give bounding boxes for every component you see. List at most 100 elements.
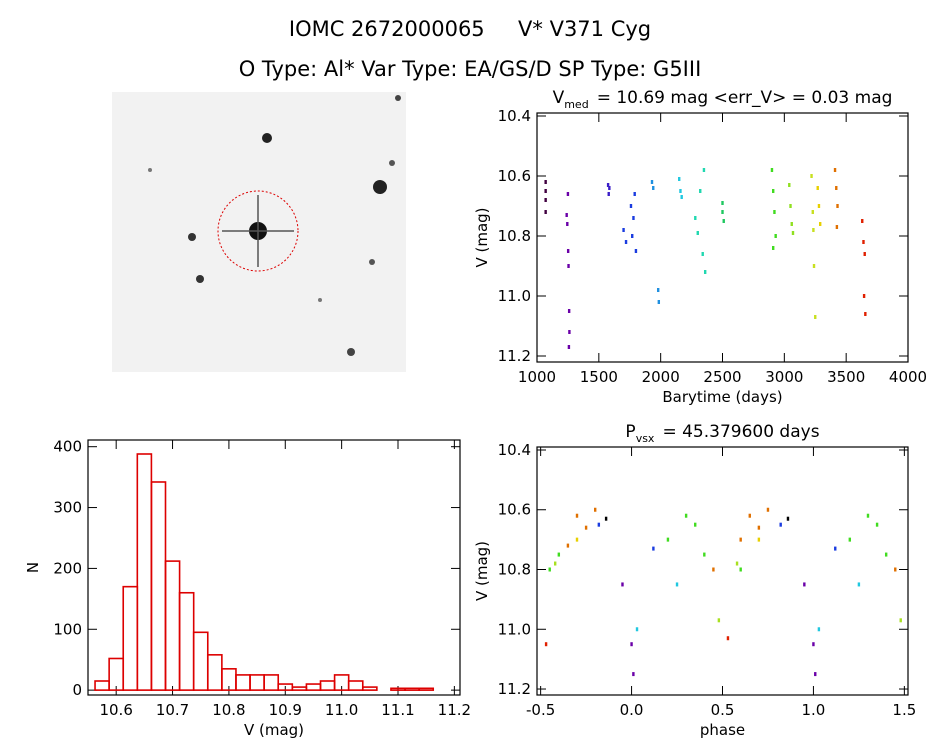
x-tick-label: 1.5 bbox=[892, 701, 916, 719]
data-point bbox=[575, 513, 579, 518]
x-tick-label: 1000 bbox=[518, 368, 556, 386]
data-point bbox=[835, 186, 838, 190]
x-tick-label: 10.9 bbox=[269, 701, 302, 719]
data-point bbox=[567, 264, 570, 268]
sky-image bbox=[112, 92, 406, 372]
data-point bbox=[739, 567, 742, 572]
data-point bbox=[803, 582, 806, 587]
x-tick-label: 2000 bbox=[642, 368, 680, 386]
data-point bbox=[607, 192, 610, 196]
data-point bbox=[817, 627, 821, 632]
y-tick-label: 0 bbox=[72, 681, 82, 699]
star bbox=[369, 259, 375, 265]
data-point bbox=[694, 522, 697, 527]
data-point bbox=[566, 192, 570, 196]
data-point bbox=[863, 252, 866, 256]
data-point bbox=[566, 249, 570, 253]
data-point bbox=[650, 180, 654, 184]
y-tick-label: 300 bbox=[53, 499, 82, 517]
data-point bbox=[712, 567, 715, 572]
data-point bbox=[814, 672, 817, 677]
data-point bbox=[703, 270, 707, 274]
star bbox=[262, 133, 272, 143]
data-point bbox=[835, 225, 839, 229]
data-point bbox=[679, 189, 682, 193]
figure-subtitle: O Type: Al* Var Type: EA/GS/D SP Type: G… bbox=[239, 57, 702, 81]
x-tick-label: 3500 bbox=[827, 368, 865, 386]
data-point bbox=[788, 183, 791, 187]
title-rest: = 10.69 mag <err_V> = 0.03 mag bbox=[597, 88, 893, 108]
y-tick-label: 100 bbox=[53, 620, 82, 638]
data-point bbox=[739, 537, 742, 542]
y-tick-label: 11.0 bbox=[498, 287, 531, 305]
chart-title: Pvsx = 45.379600 days bbox=[625, 422, 819, 445]
x-tick-label: 1.0 bbox=[802, 701, 826, 719]
data-point bbox=[631, 234, 634, 238]
data-point bbox=[818, 222, 822, 226]
x-tick-label: 10.6 bbox=[99, 701, 132, 719]
data-point bbox=[726, 636, 730, 641]
data-point bbox=[544, 189, 547, 193]
data-point bbox=[675, 582, 679, 587]
plot-frame bbox=[87, 439, 461, 696]
data-point bbox=[899, 618, 902, 623]
data-point bbox=[748, 513, 751, 518]
data-point bbox=[666, 537, 670, 542]
data-point bbox=[717, 618, 721, 623]
y-tick-label: 11.2 bbox=[498, 680, 531, 698]
star bbox=[196, 275, 204, 283]
data-point bbox=[567, 345, 571, 349]
data-point bbox=[678, 177, 681, 181]
y-tick-label: 11.2 bbox=[498, 347, 531, 365]
x-tick-label: 3000 bbox=[765, 368, 803, 386]
star bbox=[395, 95, 401, 101]
data-point bbox=[633, 192, 636, 196]
data-point bbox=[786, 516, 790, 521]
data-point bbox=[575, 537, 579, 542]
data-point bbox=[772, 189, 775, 193]
star bbox=[347, 348, 355, 356]
title-subscript: vsx bbox=[636, 432, 655, 445]
data-point bbox=[814, 315, 817, 319]
data-point bbox=[652, 186, 655, 190]
data-point bbox=[811, 210, 814, 214]
histogram-bar bbox=[347, 680, 364, 691]
x-tick-label: 4000 bbox=[889, 368, 927, 386]
data-point bbox=[772, 246, 775, 250]
data-point bbox=[566, 222, 569, 226]
star bbox=[148, 168, 152, 172]
y-tick-label: 10.8 bbox=[498, 561, 531, 579]
x-axis-label: phase bbox=[700, 721, 745, 739]
data-point bbox=[791, 231, 795, 235]
x-axis-label: V (mag) bbox=[244, 721, 304, 739]
y-tick-label: 10.6 bbox=[498, 501, 531, 519]
data-point bbox=[722, 219, 725, 223]
data-point bbox=[635, 627, 639, 632]
data-point bbox=[656, 288, 660, 292]
x-tick-label: 10.7 bbox=[156, 701, 189, 719]
y-tick-label: 10.6 bbox=[498, 167, 531, 185]
title-rest: = 45.379600 days bbox=[662, 422, 819, 442]
data-point bbox=[757, 525, 761, 530]
data-point bbox=[548, 567, 551, 572]
data-point bbox=[833, 168, 837, 172]
figure-title: IOMC 2672000065 V* V371 Cyg bbox=[289, 17, 651, 41]
star bbox=[373, 180, 387, 194]
data-point bbox=[622, 228, 625, 232]
y-tick-label: 200 bbox=[53, 559, 82, 577]
data-point bbox=[632, 672, 635, 677]
data-point bbox=[701, 252, 704, 256]
data-point bbox=[812, 228, 815, 232]
histogram-bar bbox=[263, 674, 280, 691]
x-tick-label: 0.0 bbox=[620, 701, 644, 719]
data-point bbox=[629, 204, 633, 208]
data-point bbox=[790, 222, 793, 226]
star bbox=[318, 298, 322, 302]
x-tick-label: 11.2 bbox=[438, 701, 471, 719]
data-point bbox=[864, 312, 867, 316]
data-point bbox=[565, 213, 568, 217]
data-point bbox=[694, 216, 697, 220]
data-point bbox=[766, 507, 770, 512]
x-tick-label: 11.0 bbox=[325, 701, 358, 719]
